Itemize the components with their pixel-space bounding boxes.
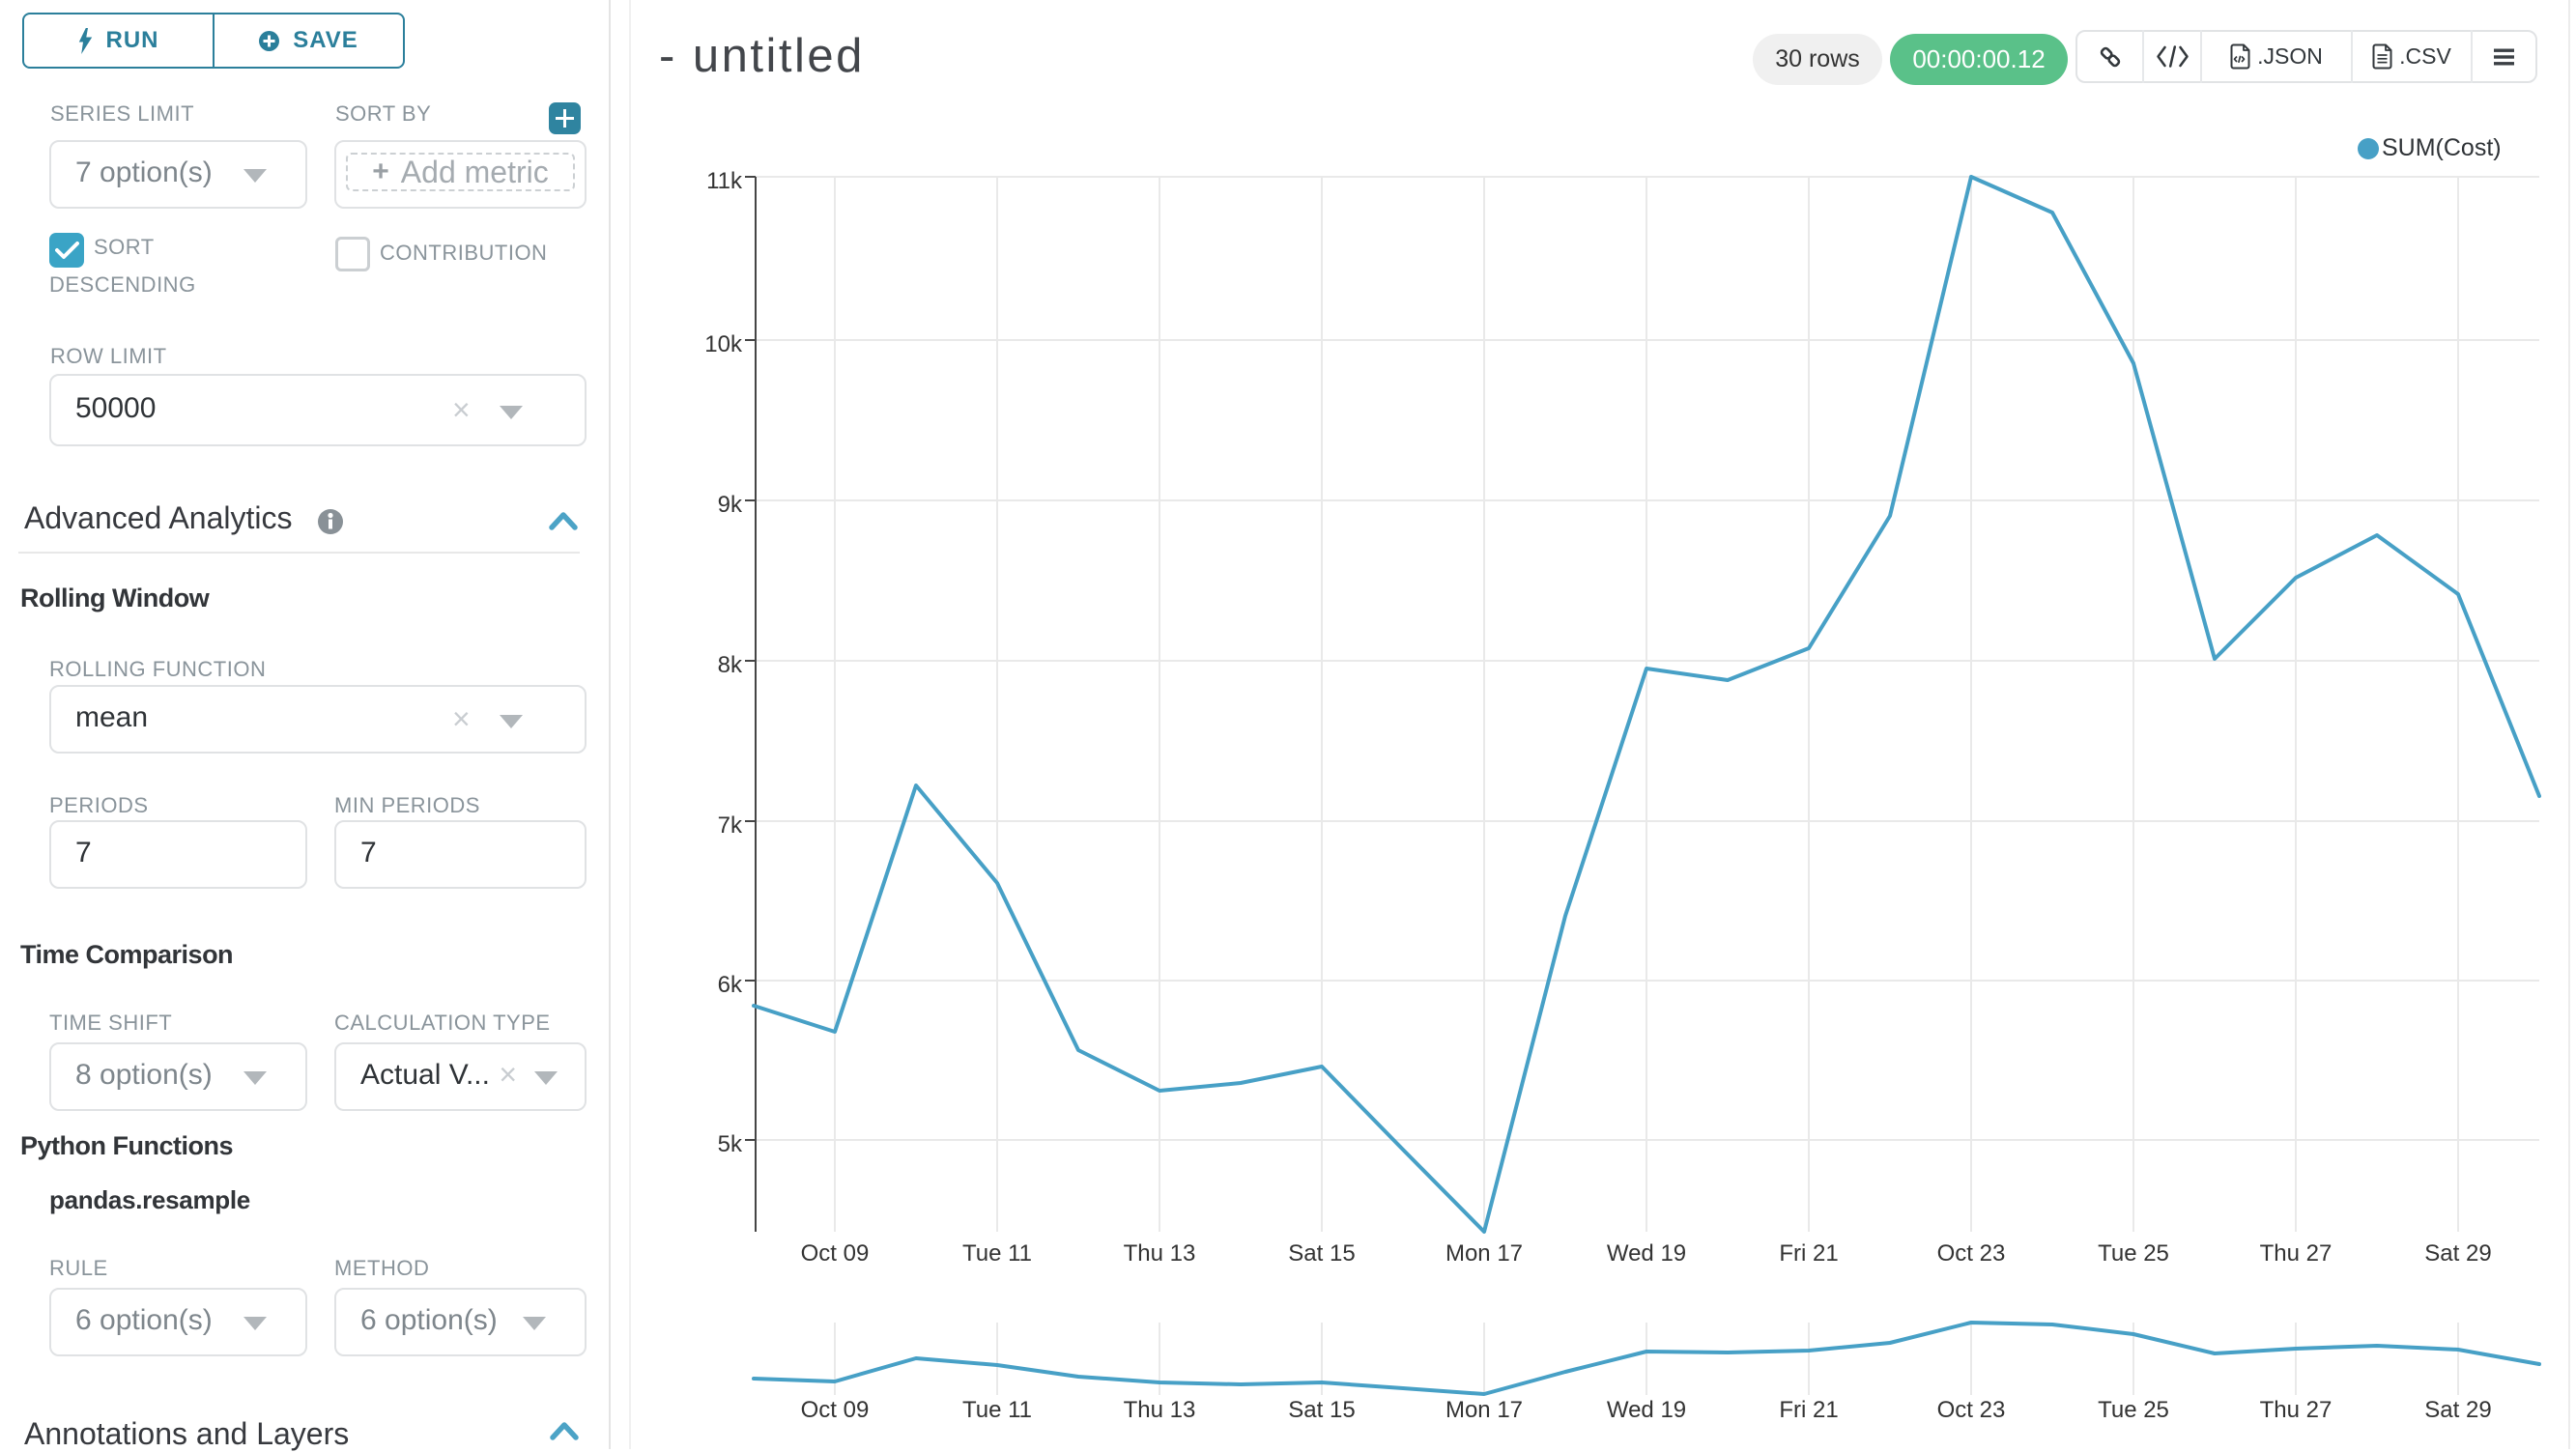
svg-text:Thu 13: Thu 13 [1124,1240,1196,1267]
svg-text:Oct 23: Oct 23 [1937,1240,2006,1267]
svg-text:Oct 09: Oct 09 [801,1397,870,1423]
svg-text:Oct 09: Oct 09 [801,1240,870,1267]
svg-text:Wed 19: Wed 19 [1607,1240,1686,1267]
svg-text:Tue 11: Tue 11 [962,1240,1032,1267]
svg-text:Tue 25: Tue 25 [2098,1397,2169,1423]
svg-text:6k: 6k [718,972,743,998]
svg-text:5k: 5k [718,1131,743,1157]
svg-text:Mon 17: Mon 17 [1445,1240,1523,1267]
svg-text:Mon 17: Mon 17 [1445,1397,1523,1423]
svg-text:Tue 11: Tue 11 [962,1397,1032,1423]
svg-text:10k: 10k [704,331,743,357]
svg-text:11k: 11k [706,168,743,194]
svg-text:Thu 27: Thu 27 [2260,1240,2333,1267]
svg-text:Sat 15: Sat 15 [1288,1397,1355,1423]
svg-text:9k: 9k [718,492,743,518]
svg-text:Thu 27: Thu 27 [2260,1397,2333,1423]
svg-text:Tue 25: Tue 25 [2098,1240,2169,1267]
svg-text:7k: 7k [718,812,743,839]
svg-text:Sat 15: Sat 15 [1288,1240,1355,1267]
svg-text:Wed 19: Wed 19 [1607,1397,1686,1423]
svg-text:Fri 21: Fri 21 [1779,1240,1838,1267]
svg-text:Thu 13: Thu 13 [1124,1397,1196,1423]
svg-text:8k: 8k [718,652,743,678]
svg-text:Sat 29: Sat 29 [2424,1397,2491,1423]
svg-text:Fri 21: Fri 21 [1779,1397,1838,1423]
svg-text:Oct 23: Oct 23 [1937,1397,2006,1423]
svg-text:Sat 29: Sat 29 [2424,1240,2491,1267]
